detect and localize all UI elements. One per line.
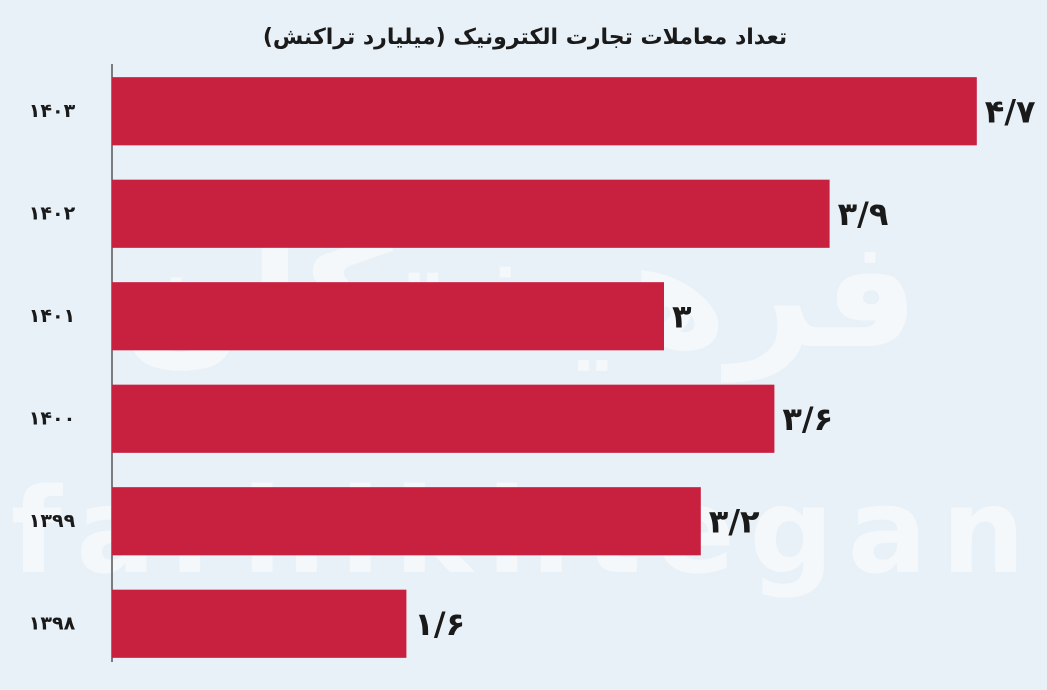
value-label: ۳ (672, 297, 692, 335)
y-tick-label: ۱۳۹۸ (29, 612, 76, 634)
y-tick-label: ۱۴۰۰ (29, 407, 75, 429)
bar (112, 282, 664, 351)
value-label: ۴/۷ (985, 92, 1036, 130)
bar (112, 77, 977, 146)
value-label: ۳/۹ (838, 195, 889, 233)
y-tick-label: ۱۴۰۳ (29, 100, 76, 122)
value-label: ۱/۶ (414, 605, 465, 643)
bar (112, 487, 701, 556)
y-tick-label: ۱۳۹۹ (29, 510, 76, 532)
y-tick-label: ۱۴۰۲ (29, 202, 76, 224)
value-label: ۳/۲ (709, 502, 760, 540)
value-label: ۳/۶ (782, 400, 833, 438)
bar (112, 179, 830, 248)
bar (112, 589, 407, 658)
y-tick-label: ۱۴۰۱ (29, 305, 75, 327)
chart-title: تعداد معاملات تجارت الکترونیک (میلیارد ت… (263, 25, 787, 50)
bar (112, 384, 775, 453)
